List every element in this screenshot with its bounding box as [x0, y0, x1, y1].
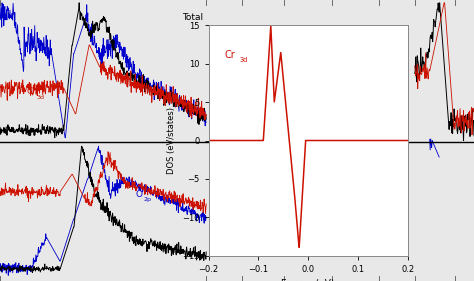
Text: 2p: 2p	[143, 198, 151, 203]
Text: Cr: Cr	[225, 49, 235, 60]
Text: O: O	[135, 190, 142, 199]
Text: Cr: Cr	[26, 87, 36, 96]
Text: 3d: 3d	[239, 57, 248, 63]
Text: Total: Total	[182, 13, 204, 22]
Y-axis label: DOS (eV/states): DOS (eV/states)	[167, 107, 176, 174]
Text: 3d: 3d	[37, 95, 45, 100]
X-axis label: Energy (eV): Energy (eV)	[282, 279, 335, 281]
